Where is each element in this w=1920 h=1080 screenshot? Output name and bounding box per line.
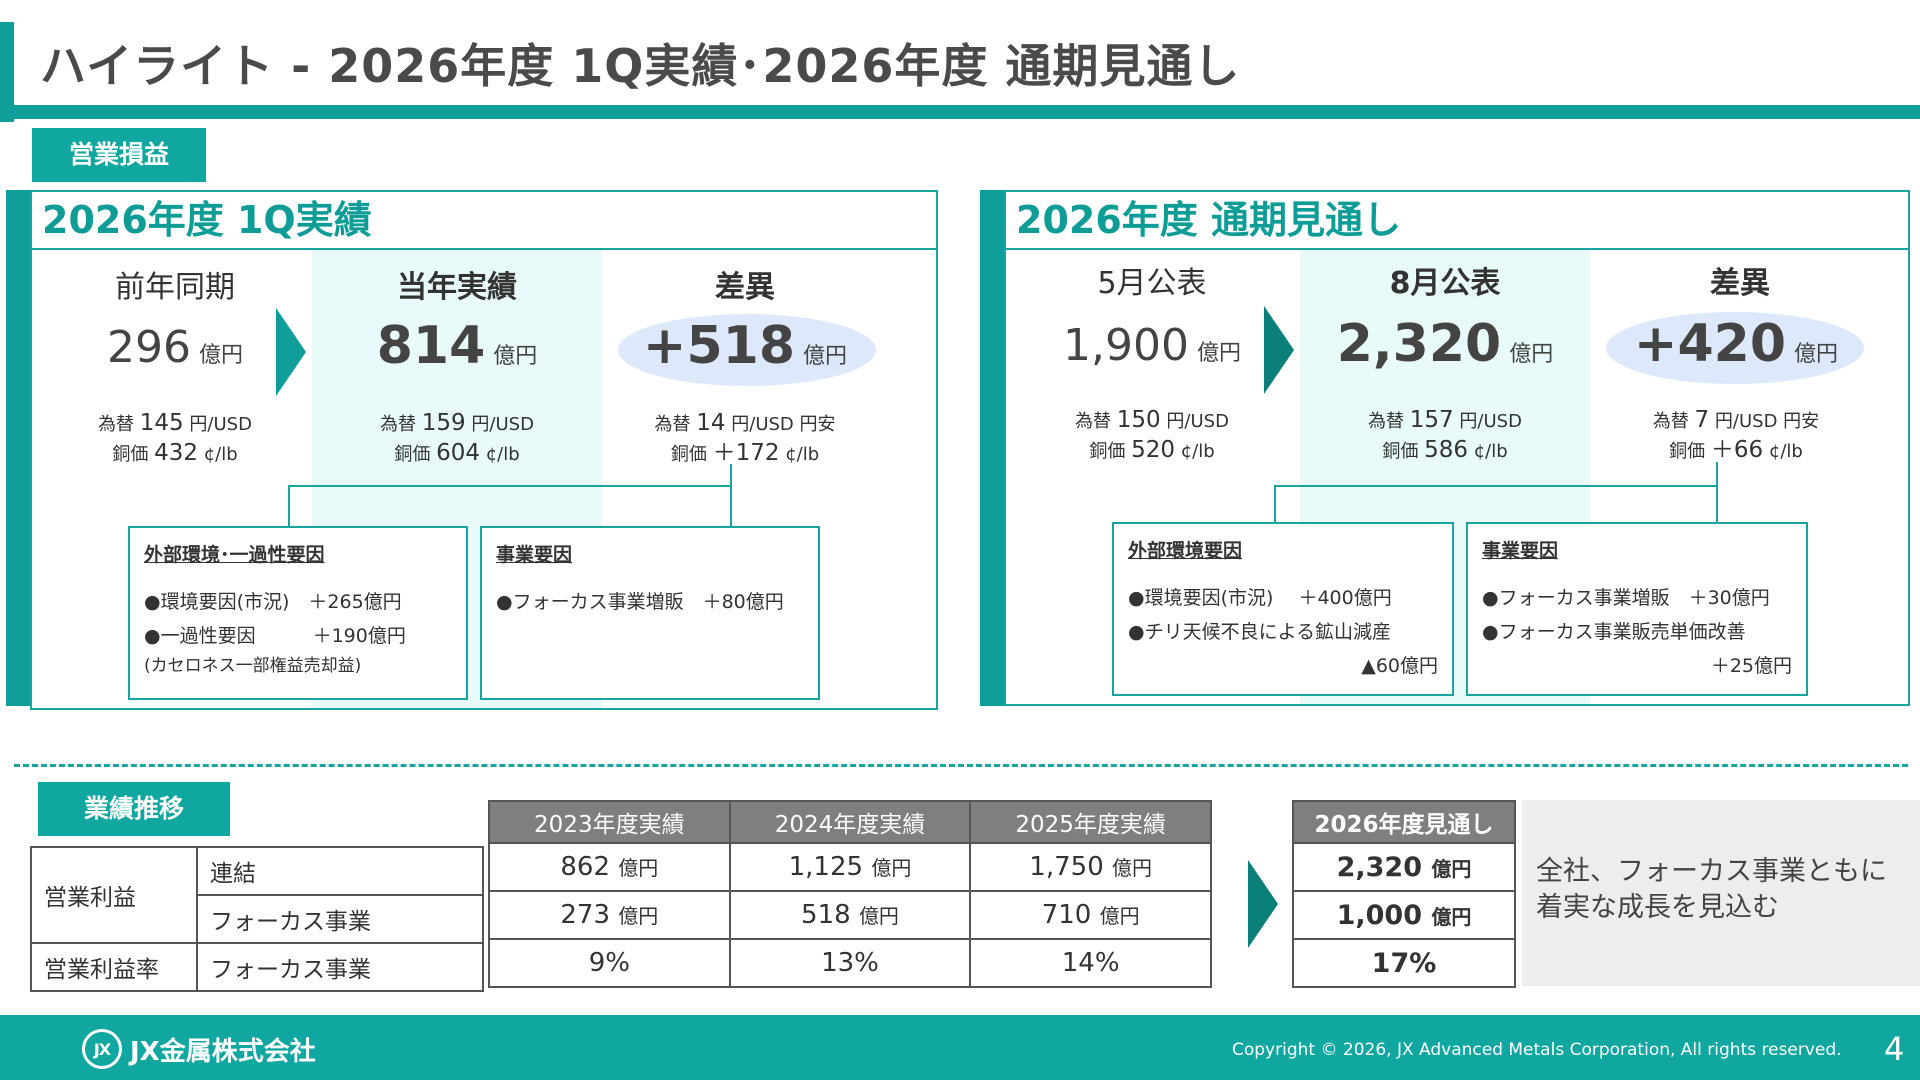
section-divider — [14, 764, 1908, 767]
fy-col1-cu: 銅価 520 ¢/lb — [1089, 437, 1215, 463]
fy-connector-right — [1716, 485, 1718, 523]
fy-business-item: ＋25億円 — [1710, 655, 1792, 677]
table-cell: 273 億円 — [488, 890, 731, 940]
title-rule — [14, 105, 1920, 119]
q1-external-note: (カセロネス一部権益売却益) — [144, 656, 362, 676]
fy-col2-cu: 銅価 586 ¢/lb — [1382, 437, 1508, 463]
fy-external-item: ●環境要因(市況) ＋400億円 — [1128, 587, 1392, 609]
q1-col2-cu: 銅価 604 ¢/lb — [394, 440, 520, 466]
q1-connector-right — [730, 485, 732, 529]
table-cell: 710 億円 — [969, 890, 1212, 940]
trend-table: 2023年度実績 2024年度実績 2025年度実績 862 億円 1,125 … — [488, 800, 1212, 988]
year-header: 2024年度実績 — [728, 800, 972, 844]
fy-external-box: 外部環境要因 ●環境要因(市況) ＋400億円 ●チリ天候不良による鉱山減産 ▲… — [1112, 522, 1454, 696]
table-cell: 518 億円 — [728, 890, 972, 940]
q1-connector-stem — [730, 464, 732, 486]
logo-text: JX金属株式会社 — [130, 1036, 316, 1067]
table-cell: 9% — [488, 938, 731, 988]
q1-col3-head: 差異 — [715, 270, 775, 305]
q1-col2-head: 当年実績 — [397, 270, 517, 305]
q1-business-box: 事業要因 ●フォーカス事業増販 ＋80億円 — [480, 526, 820, 700]
summary-text: 全社、フォーカス事業ともに着実な成長を見込む — [1522, 800, 1920, 986]
q1-arrow-icon — [276, 308, 306, 396]
tag-trend: 業績推移 — [38, 782, 230, 836]
trend-row-labels: 営業利益 連結 フォーカス事業 営業利益率 フォーカス事業 — [30, 846, 484, 992]
row-label-op-margin: 営業利益率 — [30, 942, 198, 992]
fy-arrow-icon — [1264, 306, 1294, 394]
fy-col2-value: 2,320 億円 — [1336, 314, 1554, 374]
row-label-focus: フォーカス事業 — [196, 894, 484, 944]
row-label-focus-margin: フォーカス事業 — [196, 942, 484, 992]
fy-external-item: ▲60億円 — [1361, 655, 1438, 677]
footer-bar — [0, 1015, 1920, 1080]
row-label-consolidated: 連結 — [196, 846, 484, 896]
q1-col1-value: 296 億円 — [107, 322, 243, 373]
fy-business-box: 事業要因 ●フォーカス事業増販 ＋30億円 ●フォーカス事業販売単価改善 ＋25… — [1466, 522, 1808, 696]
table-cell: 862 億円 — [488, 842, 731, 892]
q1-col2-value: 814 億円 — [376, 316, 538, 376]
fy-panel-bar — [980, 190, 1006, 706]
row-label-op-profit: 営業利益 — [30, 846, 198, 944]
fy-external-item: ●チリ天候不良による鉱山減産 — [1128, 621, 1392, 643]
copyright: Copyright © 2026, JX Advanced Metals Cor… — [1232, 1040, 1842, 1060]
logo-mark-icon: JX — [82, 1029, 122, 1069]
q1-diff-ellipse — [618, 314, 876, 386]
q1-external-box: 外部環境･一過性要因 ●環境要因(市況) ＋265億円 ●一過性要因 ＋190億… — [128, 526, 468, 700]
q1-external-heading: 外部環境･一過性要因 — [144, 544, 325, 566]
q1-col2-fx: 為替 159 円/USD — [380, 410, 534, 436]
page-title: ハイライト - 2026年度 1Q実績･2026年度 通期見通し — [40, 39, 1241, 93]
trend-arrow-icon — [1248, 860, 1278, 948]
table-cell: 13% — [728, 938, 972, 988]
q1-panel-bar — [6, 190, 32, 706]
q1-business-item: ●フォーカス事業増販 ＋80億円 — [496, 591, 784, 613]
title-accent-bar — [0, 22, 14, 122]
q1-heading: 2026年度 1Q実績 — [30, 190, 938, 250]
fy-col3-fx: 為替 7 円/USD 円安 — [1652, 407, 1820, 433]
forecast-cell: 17% — [1292, 938, 1516, 988]
table-row: 273 億円 518 億円 710 億円 — [488, 890, 1212, 940]
fy-col3-value: +420 億円 — [1633, 314, 1839, 374]
fy-external-heading: 外部環境要因 — [1128, 540, 1243, 562]
fy-business-item: ●フォーカス事業増販 ＋30億円 — [1482, 587, 1770, 609]
fy-diff-ellipse — [1606, 312, 1864, 384]
q1-col1-cu: 銅価 432 ¢/lb — [112, 440, 238, 466]
tag-operating-profit: 営業損益 — [32, 128, 206, 182]
forecast-cell: 1,000 億円 — [1292, 890, 1516, 940]
company-logo: JX JX金属株式会社 — [82, 1029, 316, 1069]
fy-col3-cu: 銅価 ＋66 ¢/lb — [1669, 437, 1803, 463]
q1-col3-cu: 銅価 ＋172 ¢/lb — [670, 440, 820, 466]
fy-col2-head: 8月公表 — [1389, 266, 1501, 301]
table-cell: 1,125 億円 — [728, 842, 972, 892]
fy-col1-head: 5月公表 — [1097, 266, 1207, 301]
q1-external-item: ●一過性要因 ＋190億円 — [144, 625, 406, 647]
page-number: 4 — [1884, 1030, 1905, 1068]
fy-business-item: ●フォーカス事業販売単価改善 — [1482, 621, 1746, 643]
table-row: 9% 13% 14% — [488, 938, 1212, 988]
fy-col1-value: 1,900 億円 — [1063, 320, 1241, 371]
year-header: 2025年度実績 — [969, 800, 1212, 844]
table-cell: 1,750 億円 — [969, 842, 1212, 892]
fy-col3-head: 差異 — [1710, 266, 1770, 301]
q1-col1-head: 前年同期 — [115, 270, 235, 305]
fy-business-heading: 事業要因 — [1482, 540, 1559, 562]
q1-col3-value: +518 億円 — [642, 316, 848, 376]
table-cell: 14% — [969, 938, 1212, 988]
table-row: 862 億円 1,125 億円 1,750 億円 — [488, 842, 1212, 892]
fy-heading: 2026年度 通期見通し — [1004, 190, 1910, 250]
q1-business-heading: 事業要因 — [496, 544, 573, 566]
forecast-header: 2026年度見通し — [1292, 800, 1516, 844]
q1-col1-fx: 為替 145 円/USD — [98, 410, 252, 436]
fy-col1-fx: 為替 150 円/USD — [1075, 407, 1229, 433]
fy-connector-stem — [1716, 462, 1718, 486]
q1-col3-fx: 為替 14 円/USD 円安 — [654, 410, 836, 436]
year-header: 2023年度実績 — [488, 800, 731, 844]
forecast-table: 2026年度見通し 2,320 億円 1,000 億円 17% — [1292, 800, 1516, 988]
fy-connector — [1274, 485, 1718, 523]
fy-col2-fx: 為替 157 円/USD — [1368, 407, 1522, 433]
q1-connector — [288, 485, 732, 529]
q1-external-item: ●環境要因(市況) ＋265億円 — [144, 591, 402, 613]
forecast-cell: 2,320 億円 — [1292, 842, 1516, 892]
